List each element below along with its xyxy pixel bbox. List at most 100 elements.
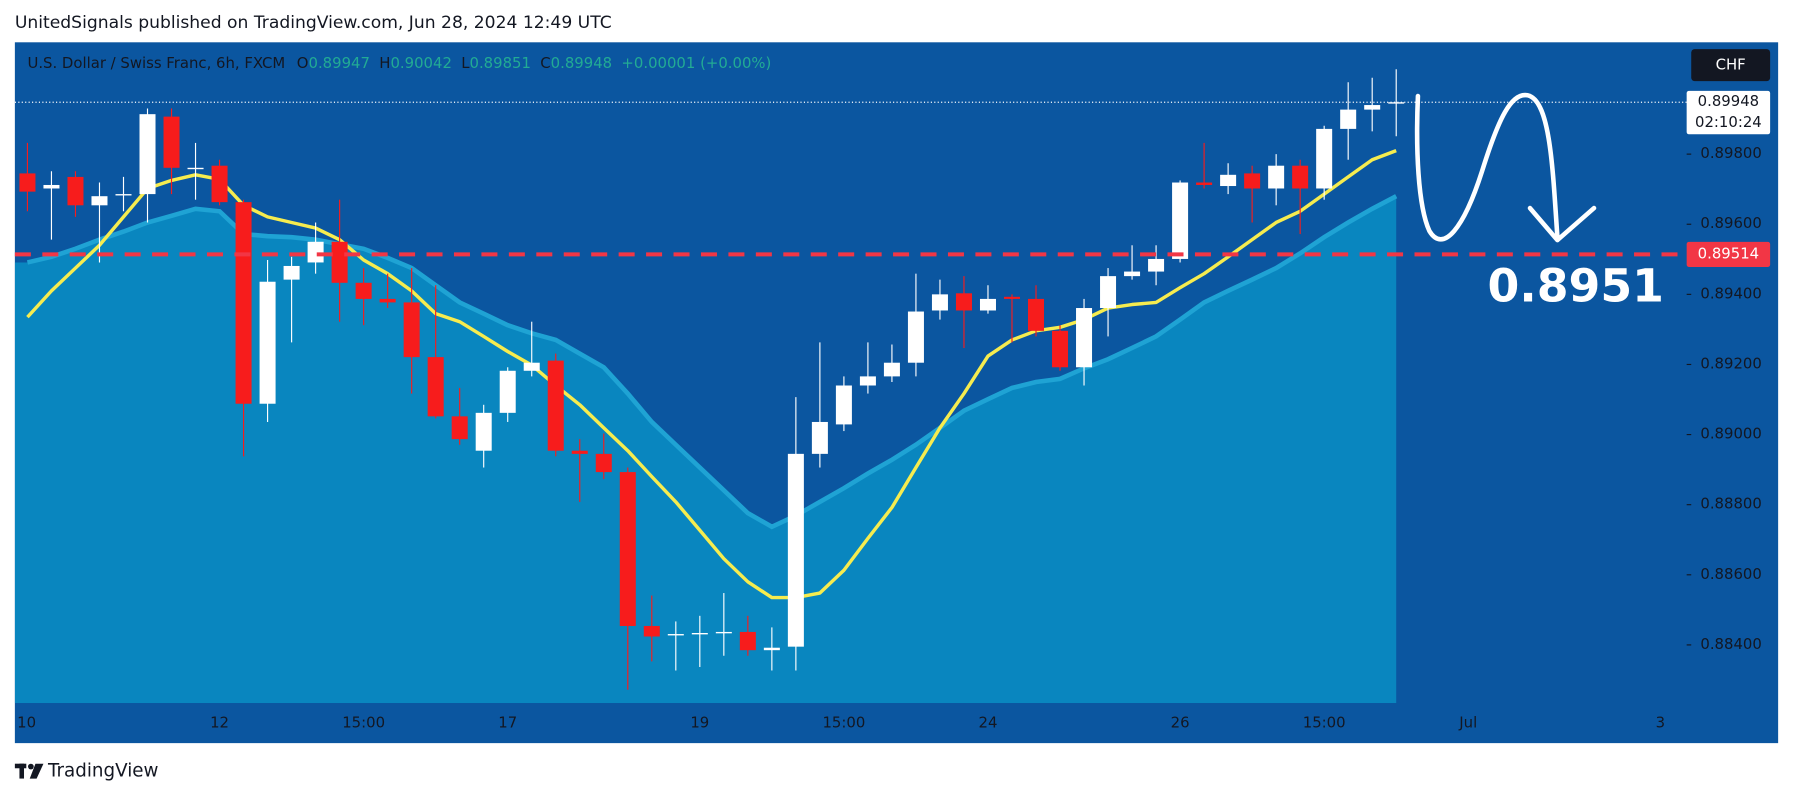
candle-body (1100, 276, 1117, 309)
x-tick-label: 10 (17, 714, 36, 732)
ohlc-value: 0.89948 (551, 54, 612, 72)
candle-body (1364, 105, 1381, 110)
last-price-tag (1686, 90, 1771, 135)
candle-body (331, 241, 348, 283)
currency-button[interactable] (1691, 49, 1771, 82)
symbol-title: U.S. Dollar / Swiss Franc, 6h, FXCM (27, 54, 285, 72)
y-tick-label: 0.89600 (1700, 214, 1761, 232)
candle-body (811, 421, 828, 454)
ohlc-key: H (379, 54, 390, 72)
candle-body (1244, 173, 1261, 189)
candle-body (355, 282, 372, 299)
currency-label[interactable]: CHF (1716, 56, 1746, 74)
publisher-line: UnitedSignals published on TradingView.c… (15, 13, 612, 33)
candle-body (763, 647, 780, 651)
candle-body (427, 357, 444, 417)
candle-body (1388, 102, 1405, 104)
candle-body (907, 311, 924, 363)
candle-body (235, 202, 252, 404)
candle-body (739, 631, 756, 651)
ohlc-value: 0.90042 (390, 54, 451, 72)
candle-body (1076, 308, 1093, 368)
candle-body (1003, 296, 1020, 299)
last-price-label: 0.89948 (1698, 92, 1759, 110)
ohlc-key: L (461, 54, 470, 72)
candle-body (643, 625, 660, 637)
candle-body (595, 453, 612, 473)
hand-drawn-arrow (1414, 92, 1560, 242)
x-tick-label: 26 (1171, 714, 1190, 732)
candle-body (163, 116, 180, 168)
candle-body (475, 412, 492, 451)
candle-body (187, 167, 204, 170)
candle-body (979, 298, 996, 311)
brand-name: TradingView (47, 761, 159, 782)
ma-area-fill (14, 196, 1397, 704)
candle-body (19, 173, 36, 192)
candle-body (43, 184, 60, 189)
candle-body (1148, 258, 1165, 272)
ma-line (26, 149, 1397, 600)
x-tick-label: 15:00 (822, 714, 865, 732)
candle-body (1292, 165, 1309, 189)
candle-body (91, 196, 108, 206)
candle-body (1124, 271, 1141, 277)
candle-body (259, 281, 276, 404)
plot (14, 69, 1687, 704)
candle-body (67, 176, 84, 206)
y-tick-label: 0.89800 (1700, 144, 1761, 162)
y-tick-label: 0.89200 (1700, 354, 1761, 372)
candle-body (955, 293, 972, 311)
candle-body (379, 298, 396, 303)
arrow-head (1527, 205, 1597, 243)
x-tick-label: 15:00 (342, 714, 385, 732)
candle-body (451, 416, 468, 440)
candle-body (667, 634, 684, 636)
y-tick-label: 0.89000 (1700, 425, 1761, 443)
candle-body (139, 114, 156, 195)
candle-body (499, 370, 516, 413)
price-line-label: 0.89514 (1698, 244, 1759, 262)
y-tick-label: 0.88400 (1700, 635, 1761, 653)
candle-body (115, 194, 132, 196)
candle-body (715, 631, 732, 634)
candle-body (403, 302, 420, 358)
logo-part (29, 763, 44, 779)
x-tick-label: 19 (690, 714, 709, 732)
x-tick-label: 12 (210, 714, 229, 732)
candle-body (691, 632, 708, 635)
price-line-tag (1686, 241, 1771, 267)
candle-body (859, 376, 876, 386)
logo-part (28, 763, 34, 770)
target-annotation: 0.8951 (1488, 260, 1664, 313)
ohlc-value: 0.89851 (470, 54, 531, 72)
candle-body (1268, 165, 1285, 189)
candle-body (1028, 298, 1045, 331)
y-tick-label: 0.88800 (1700, 495, 1761, 513)
candle-body (835, 385, 852, 425)
x-tick-label: 3 (1656, 714, 1665, 732)
candle-body (883, 362, 900, 377)
ohlc-value: 0.89947 (309, 54, 370, 72)
y-tick-label: 0.89400 (1700, 284, 1761, 302)
brand-logo (14, 763, 44, 779)
x-tick-label: 17 (498, 714, 517, 732)
candle-body (1172, 182, 1189, 259)
x-tick-label: 24 (979, 714, 998, 732)
x-tick-label: 15:00 (1303, 714, 1346, 732)
candle-body (1220, 174, 1237, 187)
ma-area-line (26, 194, 1398, 530)
candle-body (1316, 128, 1333, 189)
candle-body (547, 360, 564, 451)
change: +0.00001 (+0.00%) (621, 54, 771, 72)
candle-body (571, 450, 588, 454)
y-tick-label: 0.88600 (1700, 565, 1761, 583)
candle-body (283, 265, 300, 280)
candle-body (1340, 109, 1357, 129)
legend: U.S. Dollar / Swiss Franc, 6h, FXCM O0.8… (27, 54, 771, 72)
candle-body (1052, 330, 1069, 368)
candle-body (211, 165, 228, 203)
x-tick-label: Jul (1458, 714, 1477, 732)
